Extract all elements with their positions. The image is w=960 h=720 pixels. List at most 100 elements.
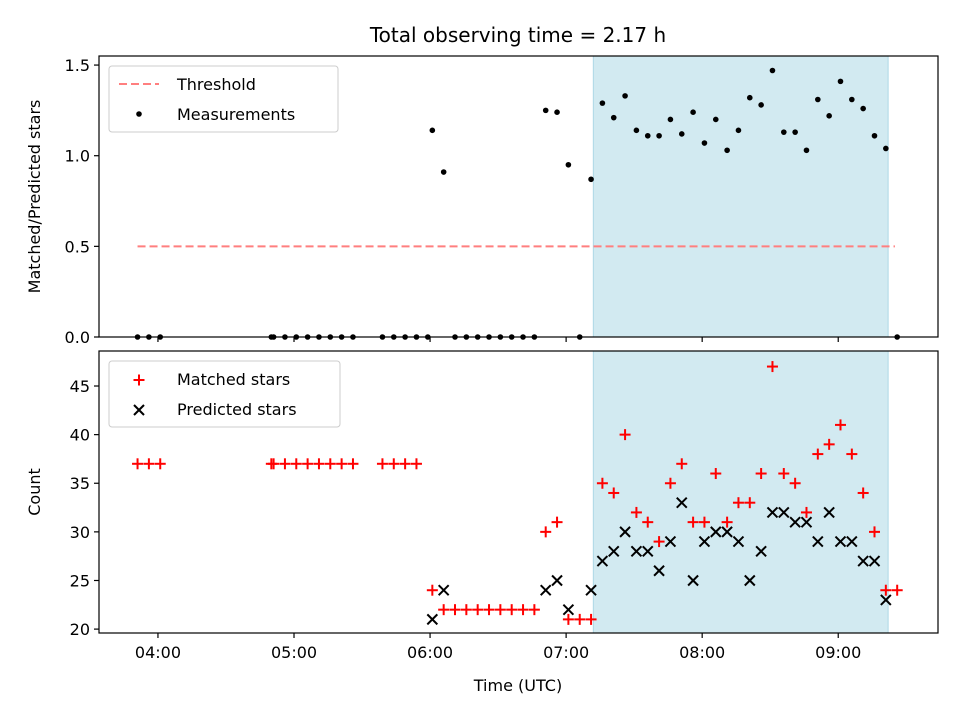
measurement-point bbox=[599, 100, 606, 106]
measurement-point bbox=[690, 109, 696, 115]
bottom-axes-frame bbox=[98, 350, 939, 634]
x-stroke-b bbox=[698, 535, 711, 548]
matched-point bbox=[268, 458, 280, 470]
x-stroke-b bbox=[812, 535, 824, 548]
matched-point bbox=[132, 458, 144, 470]
matched-point bbox=[336, 458, 348, 470]
measurement-point bbox=[678, 131, 685, 137]
matched-point bbox=[562, 613, 574, 625]
measurement-point bbox=[413, 334, 420, 340]
top-observing-span bbox=[592, 55, 889, 338]
measurement-point bbox=[270, 334, 277, 340]
measurement-point bbox=[402, 334, 408, 340]
matched-point bbox=[483, 604, 495, 616]
measurement-point bbox=[424, 334, 431, 340]
x-stroke-b bbox=[755, 545, 767, 558]
top-legend-box bbox=[108, 65, 339, 133]
matched-point bbox=[154, 458, 166, 470]
matched-point bbox=[399, 458, 411, 470]
x-stroke-b bbox=[562, 603, 575, 616]
predicted-point bbox=[642, 545, 654, 558]
x-stroke-b bbox=[133, 404, 145, 416]
measurement-point bbox=[837, 78, 844, 85]
matched-point bbox=[540, 526, 552, 538]
predicted-point bbox=[551, 574, 563, 587]
bottom-y-tick-label: 35 bbox=[70, 474, 90, 493]
matched-point bbox=[460, 604, 472, 616]
x-stroke-b bbox=[744, 574, 756, 587]
predicted-point bbox=[653, 565, 665, 577]
matched-point bbox=[585, 613, 597, 625]
measurement-point bbox=[622, 93, 628, 99]
top-y-axis-label: Matched/Predicted stars bbox=[25, 100, 44, 294]
measurement-point bbox=[565, 161, 572, 168]
top-y-tick-label: 1.5 bbox=[65, 56, 90, 75]
matched-point bbox=[449, 604, 461, 616]
matched-point bbox=[642, 516, 654, 528]
predicted-point bbox=[755, 545, 767, 558]
predicted-point bbox=[540, 584, 552, 596]
matched-point bbox=[551, 516, 563, 528]
measurement-point bbox=[542, 107, 549, 114]
measurement-point bbox=[327, 334, 334, 340]
matched-point bbox=[778, 468, 790, 480]
bottom-legend-box bbox=[108, 360, 341, 428]
matched-point bbox=[812, 448, 824, 460]
measurement-point bbox=[134, 334, 141, 340]
matched-point bbox=[574, 613, 586, 625]
bottom-x-tick-label: 07:00 bbox=[543, 643, 589, 662]
predicted-point bbox=[812, 535, 824, 548]
bottom-x-tick-label: 08:00 bbox=[679, 643, 725, 662]
measurement-point bbox=[633, 127, 640, 134]
predicted-point bbox=[630, 545, 643, 558]
measurement-point bbox=[293, 334, 300, 340]
bottom-legend: Matched stars Predicted stars bbox=[108, 360, 341, 428]
bottom-x-tick-label: 05:00 bbox=[271, 643, 317, 662]
predicted-point bbox=[676, 496, 688, 509]
matched-point bbox=[347, 458, 359, 470]
x-stroke-b bbox=[868, 555, 881, 567]
x-stroke-b bbox=[426, 613, 439, 626]
predicted-point bbox=[823, 506, 835, 519]
x-stroke-b bbox=[437, 584, 450, 596]
x-stroke-b bbox=[710, 526, 722, 538]
predicted-point bbox=[426, 613, 439, 626]
x-stroke-b bbox=[608, 545, 620, 558]
measurement-point bbox=[508, 334, 515, 340]
x-stroke-b bbox=[676, 496, 688, 509]
x-stroke-b bbox=[732, 535, 745, 548]
matched-point bbox=[410, 458, 422, 470]
measurement-point bbox=[486, 334, 492, 340]
x-stroke-b bbox=[834, 535, 847, 548]
matched-point bbox=[388, 458, 400, 470]
measurement-point bbox=[304, 334, 311, 340]
matched-point bbox=[710, 468, 722, 480]
x-stroke-b bbox=[642, 545, 654, 558]
measurement-point bbox=[531, 334, 538, 340]
matched-point bbox=[472, 604, 484, 616]
predicted-point bbox=[596, 555, 609, 567]
measurement-point bbox=[701, 140, 708, 146]
predicted-series bbox=[426, 496, 892, 626]
matched-point bbox=[290, 458, 302, 470]
matched-point bbox=[506, 604, 518, 616]
bottom-y-tick-label: 30 bbox=[70, 523, 90, 542]
x-stroke-b bbox=[664, 535, 677, 548]
measurement-point bbox=[576, 334, 583, 340]
x-stroke-b bbox=[766, 506, 779, 519]
x-stroke-b bbox=[721, 526, 733, 538]
bottom-y-tick-label: 20 bbox=[70, 620, 90, 639]
predicted-point bbox=[732, 535, 745, 548]
predicted-point bbox=[778, 506, 790, 519]
x-stroke-b bbox=[653, 565, 665, 577]
predicted-point bbox=[744, 574, 756, 587]
predicted-point bbox=[687, 574, 699, 587]
x-stroke-b bbox=[551, 574, 563, 587]
matched-point bbox=[891, 584, 903, 596]
measurement-point bbox=[316, 334, 322, 340]
top-y-tick-label: 1.0 bbox=[65, 147, 90, 166]
measurement-point bbox=[769, 67, 776, 74]
matched-point bbox=[494, 604, 506, 616]
measurement-point bbox=[803, 147, 810, 154]
